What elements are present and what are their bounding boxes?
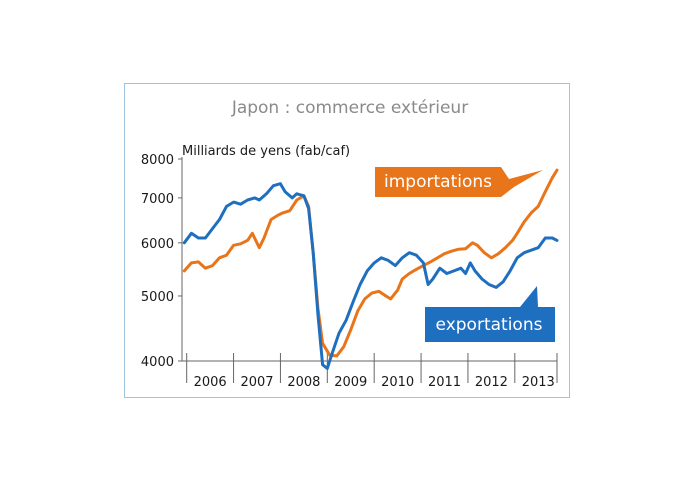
y-tick-label: 8000 [141,153,174,168]
x-tick-label: 2010 [381,375,414,390]
exportations-series-line [182,182,559,370]
x-tick-label: 2007 [240,375,273,390]
importations-callout-box [375,167,543,197]
trade-line-chart: Japon : commerce extérieur Milliards de … [141,98,559,390]
x-tick-label: 2011 [428,375,461,390]
plot-area: 4000 5000 6000 7000 8000 2006 2007 2008 2009 2010… [141,153,559,390]
x-tick-label: 2008 [287,375,320,390]
chart-title: Japon : commerce extérieur [231,98,468,118]
importations-callout-label: importations [384,172,492,192]
unit-label: Milliards de yens (fab/caf) [182,144,350,159]
exportations-callout-label: exportations [436,315,543,335]
y-tick-label: 6000 [141,237,174,252]
x-tick-label: 2006 [194,375,227,390]
chart-frame: Japon : commerce extérieur Milliards de … [124,83,570,398]
y-tick-label: 5000 [141,290,174,305]
y-tick-label: 7000 [141,192,174,207]
exportations-callout: exportations [425,286,555,342]
x-tick-label: 2013 [522,375,555,390]
exportations-callout-box [425,286,555,342]
x-tick-label: 2012 [475,375,508,390]
x-tick-label: 2009 [334,375,367,390]
y-tick-label: 4000 [141,355,174,370]
importations-callout: importations [375,167,543,197]
importations-series-line [182,168,559,358]
